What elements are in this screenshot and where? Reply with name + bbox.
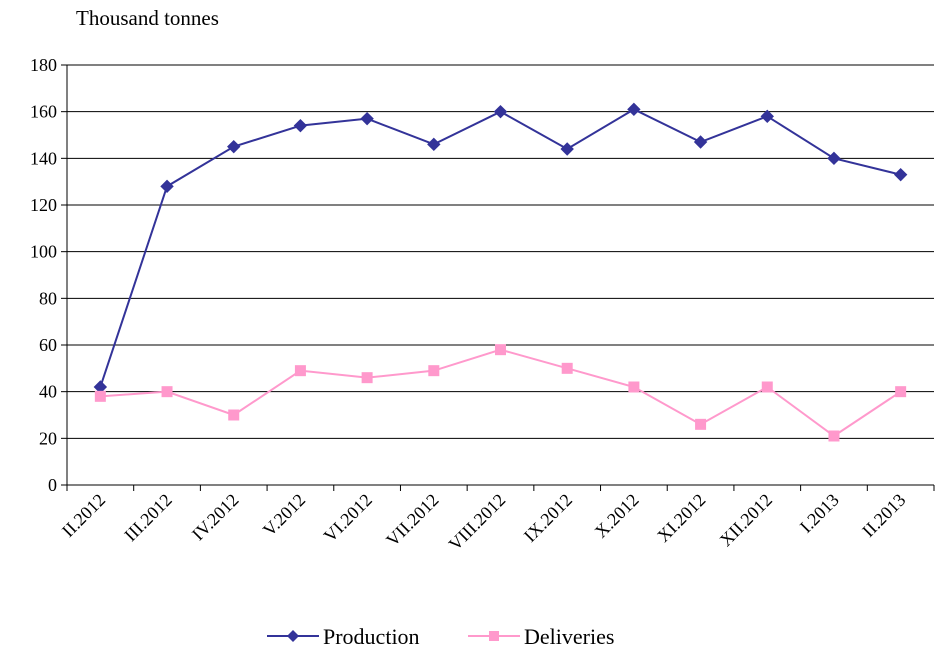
data-point — [895, 386, 907, 398]
data-point — [628, 381, 640, 393]
x-tick-label: VII.2012 — [382, 490, 442, 550]
y-tick-label: 60 — [39, 335, 57, 355]
y-tick-label: 140 — [30, 148, 57, 168]
y-axis-unit-label: Thousand tonnes — [76, 6, 219, 30]
x-tick-label: XII.2012 — [716, 490, 776, 550]
data-point — [161, 386, 173, 398]
legend-marker — [489, 631, 499, 641]
data-point — [293, 118, 308, 133]
x-tick-label: II.2013 — [858, 490, 909, 541]
data-point — [693, 135, 708, 149]
data-point — [493, 104, 508, 119]
data-point — [361, 372, 373, 384]
data-point — [827, 151, 841, 166]
series-production — [93, 102, 908, 394]
legend-label: Production — [323, 624, 420, 649]
x-tick-label: X.2012 — [591, 490, 643, 542]
data-point — [893, 167, 908, 182]
x-tick-label: XI.2012 — [653, 490, 709, 546]
data-point — [828, 430, 840, 442]
data-point — [760, 109, 774, 124]
series-layer — [93, 102, 908, 442]
x-tick-label: III.2012 — [120, 490, 175, 545]
data-point — [360, 111, 374, 126]
data-point — [294, 365, 306, 377]
y-tick-label: 100 — [30, 242, 57, 262]
y-tick-label: 40 — [39, 382, 57, 402]
x-tick-labels: II.2012 III.2012 IV.2012 V.2012 VI.2012 VII.2… — [58, 490, 910, 555]
y-tick-label: 20 — [39, 428, 57, 448]
x-tick-label: IV.2012 — [188, 490, 243, 545]
y-tick-labels: 0 20 40 60 80 100 120 140 160 180 — [30, 55, 57, 495]
data-point — [160, 179, 174, 194]
y-tick-label: 80 — [39, 288, 57, 308]
data-point — [761, 381, 773, 393]
data-point — [228, 409, 240, 421]
y-tick-label: 120 — [30, 195, 57, 215]
series-line — [100, 348, 902, 438]
legend: Production Deliveries — [267, 624, 614, 649]
legend-item-production: Production — [267, 624, 420, 649]
data-point — [427, 137, 441, 152]
x-tick-label: VIII.2012 — [445, 490, 510, 555]
x-tick-label: VI.2012 — [320, 490, 376, 546]
y-tick-label: 160 — [30, 102, 57, 122]
data-point — [627, 102, 641, 117]
y-tick-label: 0 — [48, 475, 57, 495]
legend-label: Deliveries — [524, 624, 614, 649]
legend-item-deliveries: Deliveries — [468, 624, 614, 649]
x-tick-label: V.2012 — [259, 490, 309, 540]
data-point — [695, 418, 707, 430]
x-tick-label: I.2013 — [796, 490, 843, 537]
data-point — [94, 390, 106, 402]
data-point — [428, 365, 440, 377]
y-tick-label: 180 — [30, 55, 57, 75]
data-point — [495, 344, 506, 356]
data-point — [227, 139, 241, 154]
gridlines — [67, 64, 934, 439]
x-tick-label: II.2012 — [58, 490, 109, 541]
data-point — [560, 142, 574, 156]
series-deliveries — [94, 344, 907, 442]
axes — [61, 64, 935, 491]
legend-marker — [287, 630, 299, 642]
x-tick-label: IX.2012 — [520, 490, 576, 546]
data-point — [561, 362, 573, 374]
